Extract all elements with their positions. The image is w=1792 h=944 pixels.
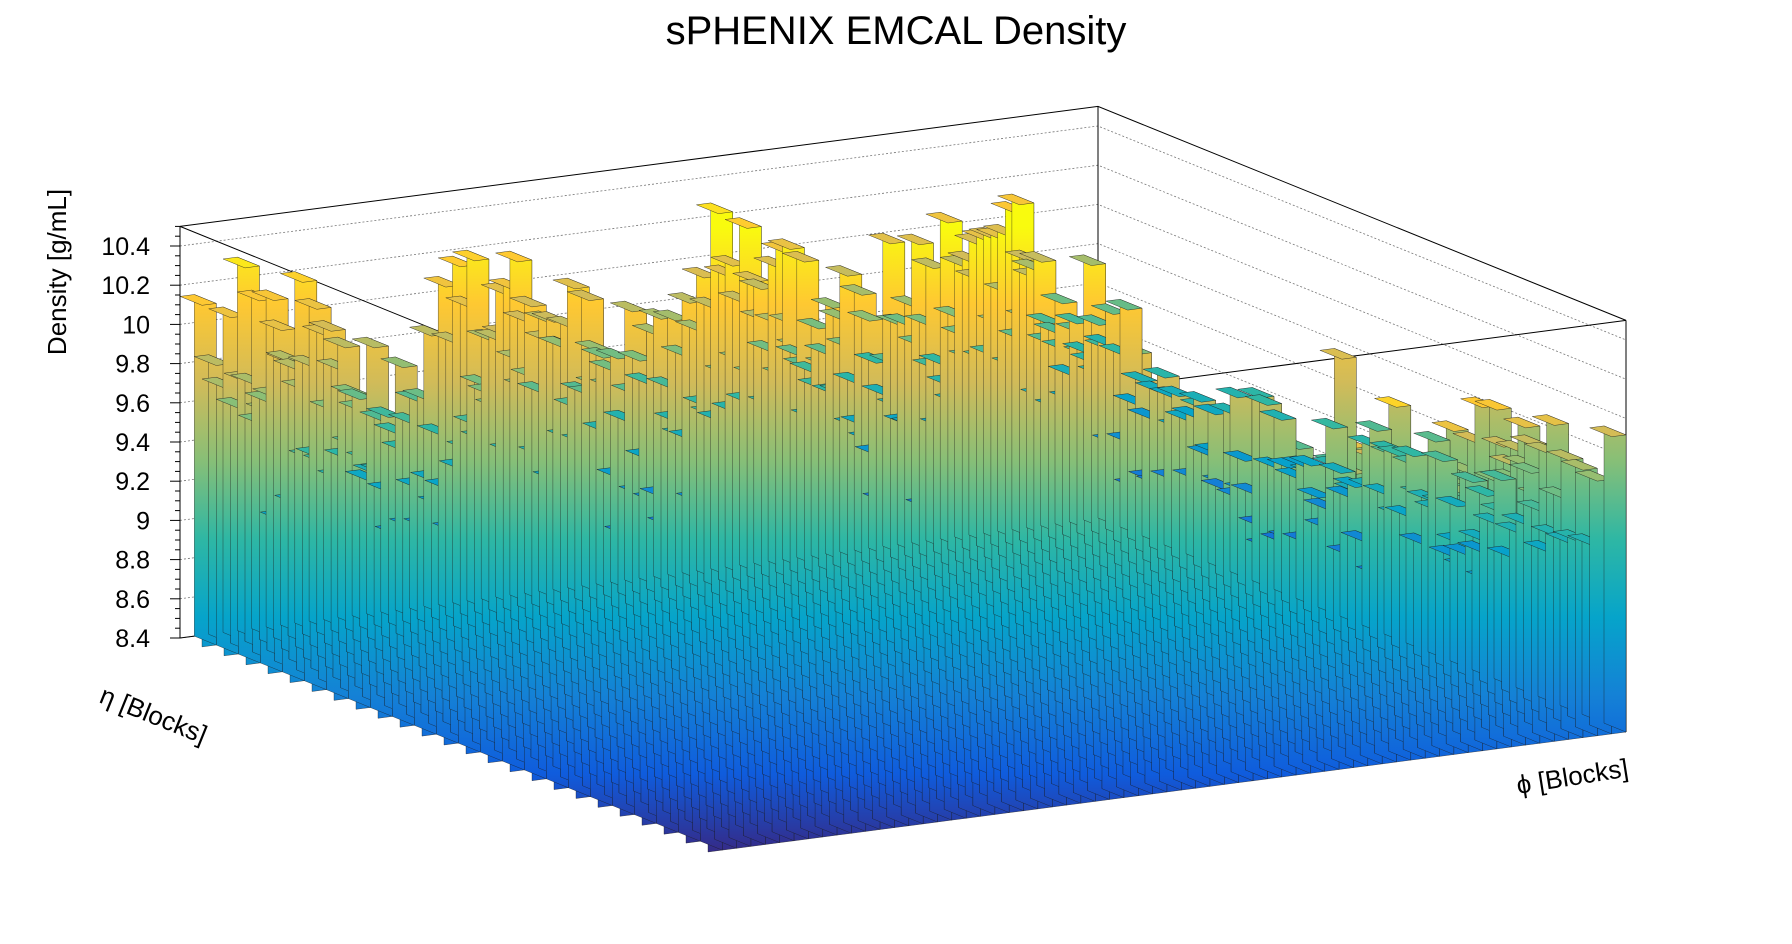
bar-top bbox=[222, 256, 261, 269]
bar-top bbox=[695, 202, 734, 214]
bars bbox=[179, 193, 1627, 853]
bar-top bbox=[351, 336, 390, 349]
bar-top bbox=[867, 232, 906, 245]
bar-top bbox=[380, 356, 418, 368]
bar-top bbox=[308, 320, 347, 332]
bar-top bbox=[494, 250, 533, 263]
bar-top bbox=[322, 336, 361, 349]
bar-top bbox=[279, 271, 318, 283]
bar-top bbox=[179, 294, 218, 306]
bar-top bbox=[1068, 254, 1107, 266]
bar-top bbox=[925, 211, 963, 224]
chart-title: sPHENIX EMCAL Density bbox=[666, 9, 1127, 53]
bar-top bbox=[824, 265, 863, 277]
bar-top bbox=[552, 277, 591, 290]
bar-top bbox=[250, 289, 289, 301]
bar-top bbox=[294, 298, 332, 310]
